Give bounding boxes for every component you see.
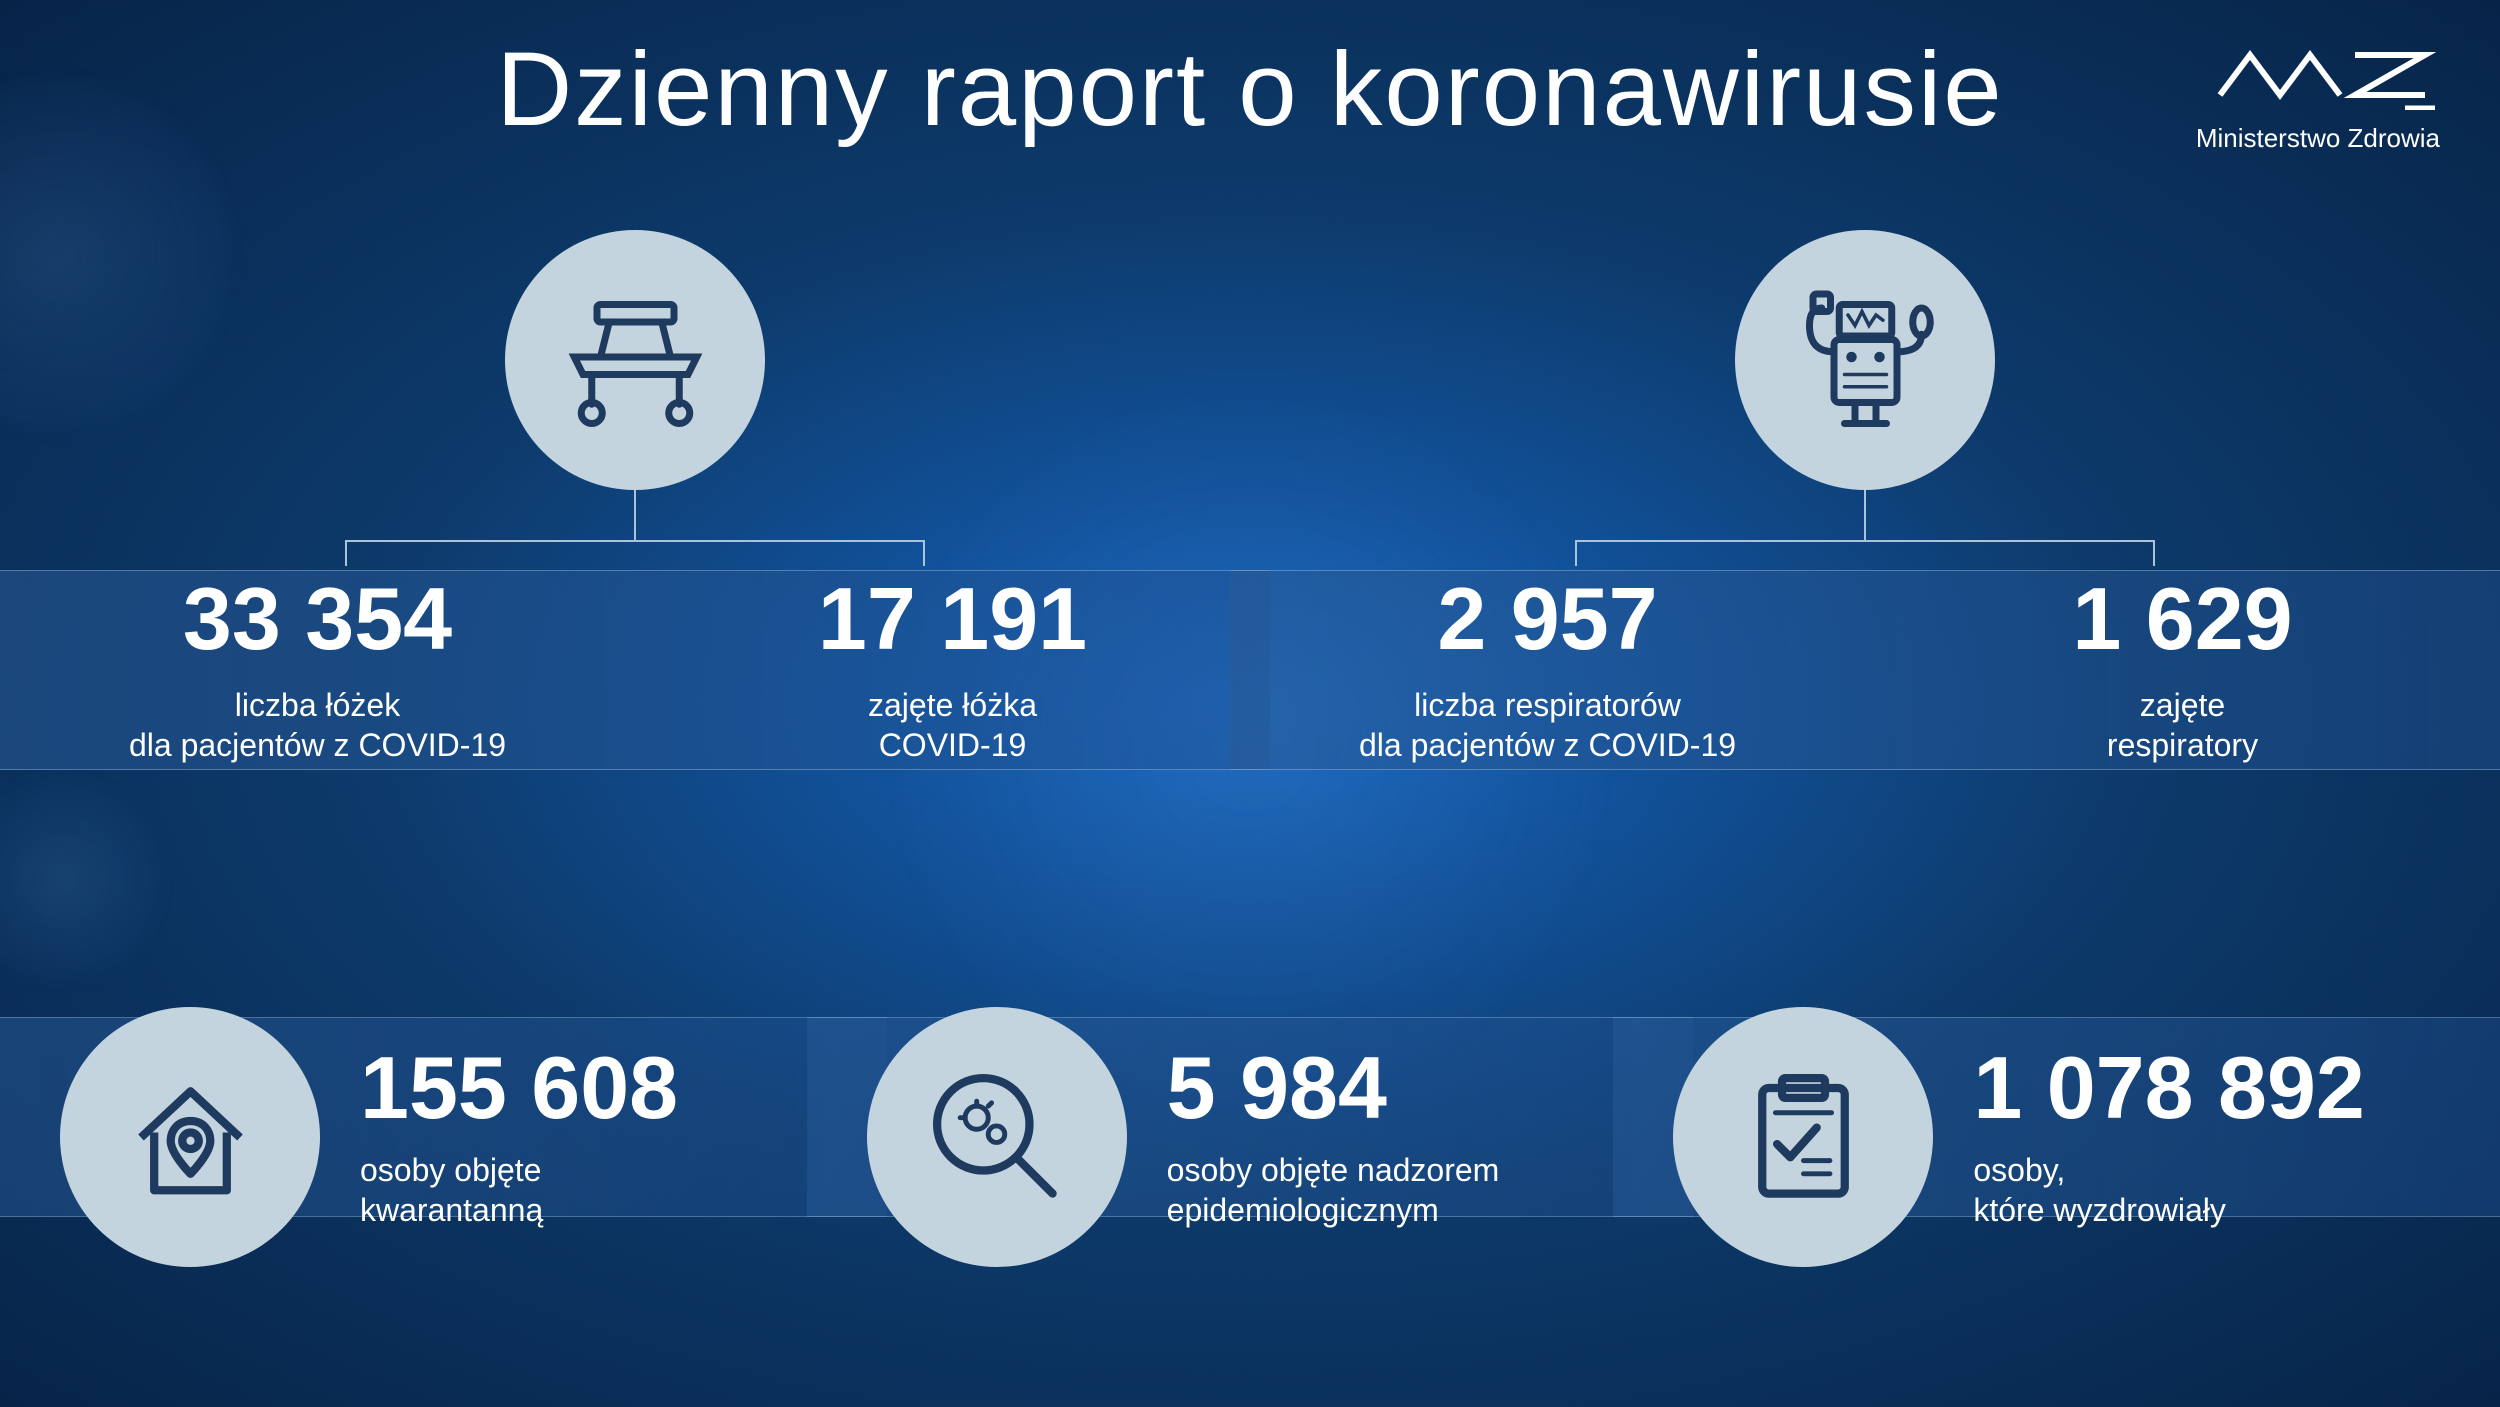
beds-block: 33 354 liczba łóżekdla pacjentów z COVID… (60, 230, 1210, 770)
house-pin-icon (60, 1007, 320, 1267)
ventilator-icon (1735, 230, 1995, 490)
respirators-total: 2 957 liczba respiratorówdla pacjentów z… (1230, 571, 1865, 769)
respirators-block: 2 957 liczba respiratorówdla pacjentów z… (1290, 230, 2440, 770)
quarantine-block: 155 608 osoby objętekwarantanną (60, 997, 827, 1277)
beds-stat-band: 33 354 liczba łóżekdla pacjentów z COVID… (0, 570, 1270, 770)
header: Dzienny raport o koronawirusie (0, 30, 2500, 150)
beds-total: 33 354 liczba łóżekdla pacjentów z COVID… (0, 571, 635, 769)
hospital-bed-icon (505, 230, 765, 490)
top-stats-row: 33 354 liczba łóżekdla pacjentów z COVID… (0, 230, 2500, 770)
recovered-block: 1 078 892 osoby,które wyzdrowiały (1673, 997, 2440, 1277)
quarantine-label: osoby objętekwarantanną (360, 1150, 678, 1230)
beds-occupied-value: 17 191 (818, 575, 1087, 663)
ministry-logo: Ministerstwo Zdrowia (2196, 40, 2440, 154)
respirators-total-label: liczba respiratorówdla pacjentów z COVID… (1359, 685, 1736, 765)
surveillance-block: 5 984 osoby objęte nadzoremepidemiologic… (867, 997, 1634, 1277)
respirators-occupied: 1 629 zajęterespiratory (1865, 571, 2500, 769)
logo-mark-icon (2210, 40, 2440, 110)
connector-lines (345, 490, 925, 542)
beds-total-label: liczba łóżekdla pacjentów z COVID-19 (129, 685, 506, 765)
bottom-stats-row: 155 608 osoby objętekwarantanną 5 984 os… (0, 997, 2500, 1277)
respirators-occupied-value: 1 629 (2072, 575, 2292, 663)
surveillance-label: osoby objęte nadzoremepidemiologicznym (1167, 1150, 1500, 1230)
connector-lines (1575, 490, 2155, 542)
page-title: Dzienny raport o koronawirusie (0, 30, 2500, 150)
clipboard-check-icon (1673, 1007, 1933, 1267)
recovered-label: osoby,które wyzdrowiały (1973, 1150, 2365, 1230)
logo-text: Ministerstwo Zdrowia (2196, 123, 2440, 154)
beds-occupied: 17 191 zajęte łóżkaCOVID-19 (635, 571, 1270, 769)
surveillance-value: 5 984 (1167, 1044, 1500, 1132)
quarantine-value: 155 608 (360, 1044, 678, 1132)
beds-occupied-label: zajęte łóżkaCOVID-19 (868, 685, 1037, 765)
respirators-total-value: 2 957 (1437, 575, 1657, 663)
respirators-stat-band: 2 957 liczba respiratorówdla pacjentów z… (1230, 570, 2500, 770)
beds-total-value: 33 354 (183, 575, 452, 663)
magnifier-virus-icon (867, 1007, 1127, 1267)
recovered-value: 1 078 892 (1973, 1044, 2365, 1132)
respirators-occupied-label: zajęterespiratory (2107, 685, 2258, 765)
background-virus-decoration (0, 780, 160, 980)
